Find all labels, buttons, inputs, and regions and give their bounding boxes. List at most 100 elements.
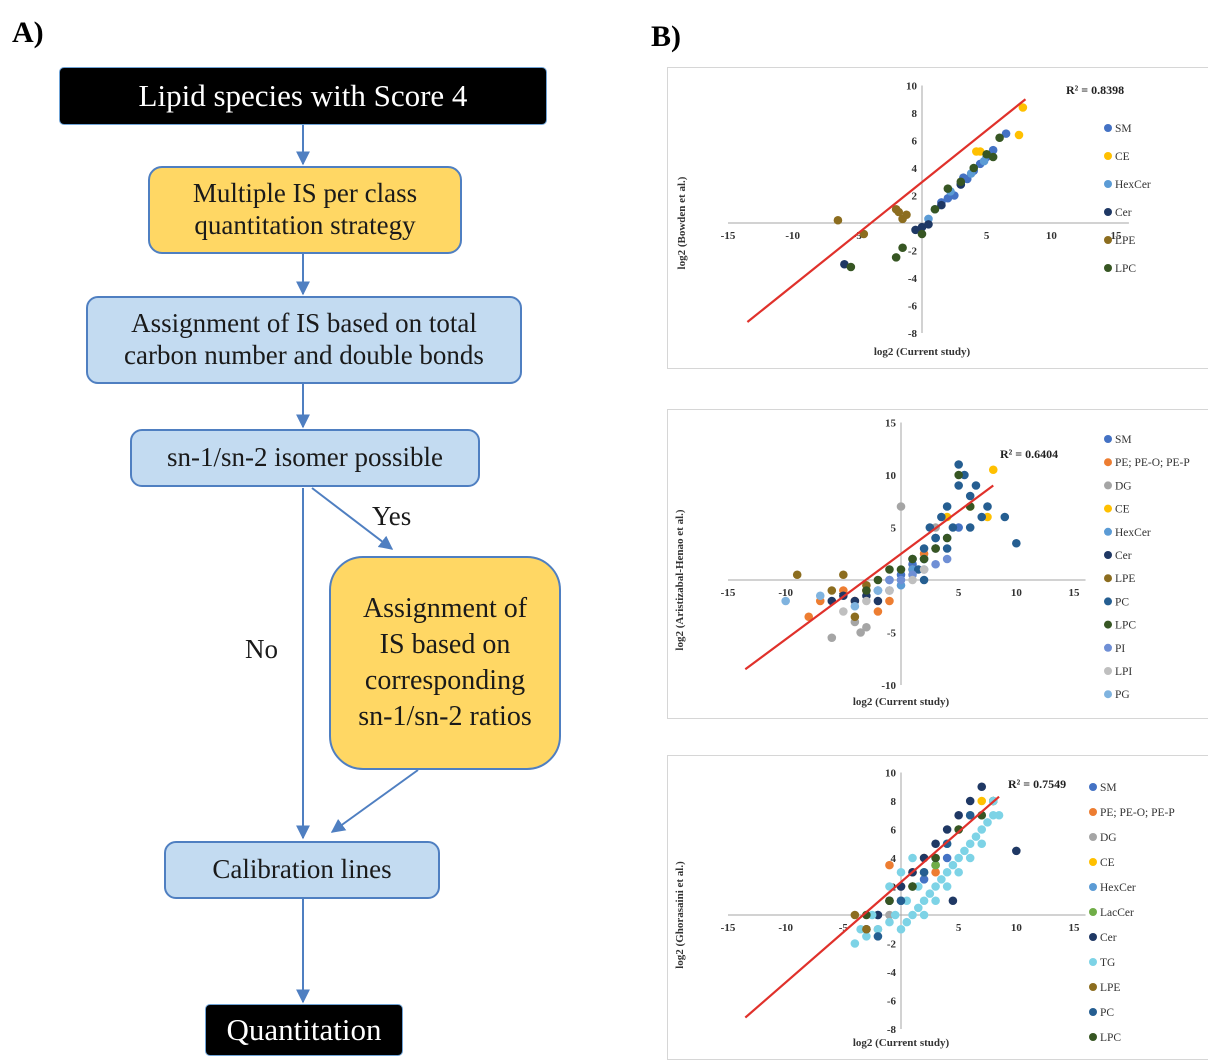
ghorasaini-legend-marker [1089,858,1097,866]
chart-bowden: -15 -10 -5 5 10 15 -8 -6 -4 -2 2 4 6 8 10 log2 (Current… [667,67,1208,369]
bowden-point [917,222,927,232]
ghorasaini-xtick-label: -10 [778,922,793,934]
bowden-point [956,177,966,187]
ghorasaini-point [931,882,940,891]
ghorasaini-r2-label: R² = 0.7549 [1008,777,1066,791]
aristizabal-ytick-label: -5 [887,628,897,640]
bowden-ytick-label: -6 [908,301,918,313]
bowden-trendline [746,98,1027,323]
ghorasaini-point [919,896,929,906]
aristizabal-point [873,596,883,606]
aristizabal-point [931,544,940,553]
aristizabal-point [1012,538,1021,548]
aristizabal-legend-marker [1104,458,1112,467]
ghorasaini-point [885,882,894,891]
ghorasaini-point [971,832,981,841]
ghorasaini-point [937,875,946,884]
aristizabal-point [942,502,952,511]
aristizabal-legend-marker [1104,435,1112,443]
no-label: No [245,634,278,664]
aristizabal-point [965,491,975,501]
ghorasaini-xtick-label: 10 [1011,922,1023,934]
bowden-point [943,184,953,193]
aristizabal-point [954,470,963,480]
ghorasaini-ytick-label: 6 [891,825,897,837]
ghorasaini-legend-label: LacCer [1100,907,1134,919]
ghorasaini-point [925,889,935,898]
aristizabal-legend-marker [1104,690,1112,699]
bowden-ylabel: log2 (Bowden et al.) [676,176,688,269]
bowden-xtick-label: 5 [984,230,990,242]
bowden-legend-label: LPC [1115,263,1136,275]
bowden-point [902,210,911,220]
aristizabal-legend-label: PG [1115,689,1130,701]
ghorasaini-point [931,839,940,849]
ghorasaini-ytick-label: 4 [891,853,897,865]
ghorasaini-legend-label: LPE [1100,982,1120,994]
ghorasaini-point [902,917,912,927]
aristizabal-point [954,481,963,490]
bowden-point [911,225,920,235]
ghorasaini-xtick-label: 15 [1069,922,1081,934]
ghorasaini-point [965,810,975,820]
ghorasaini-point [931,867,940,877]
ghorasaini-point [931,853,940,863]
aristizabal-point [965,523,975,532]
aristizabal-legend-label: LPE [1115,573,1135,585]
aristizabal-point [954,460,963,469]
ghorasaini-point [960,846,969,856]
aristizabal-legend-marker [1104,597,1112,606]
bowden-ytick-label: -2 [908,246,918,258]
aristizabal-legend-label: PC [1115,596,1129,608]
ghorasaini-point [919,875,929,884]
ghorasaini-legend-marker [1089,908,1097,916]
aristizabal-point [885,596,894,606]
ghorasaini-legend-marker [1089,1033,1097,1041]
aristizabal-point [850,612,860,622]
ghorasaini-point [896,867,906,877]
panel-a-label: A) [12,16,44,49]
ghorasaini-point [942,839,952,849]
aristizabal-point [937,512,946,522]
ghorasaini-point [919,867,929,877]
bowden-legend-marker [1104,152,1112,160]
aristizabal-point [856,628,865,637]
aristizabal-point [919,544,929,553]
ghorasaini-point [896,896,906,906]
bowden-ytick-label: 10 [906,81,918,93]
bowden-xtick-label: -15 [721,230,736,242]
bowden-ytick-label: -4 [908,273,918,285]
flowchart-arrows [296,124,419,1004]
aristizabal-legend-marker [1104,574,1112,583]
aristizabal-legend-label: SM [1115,434,1132,446]
bowden-xlabel: log2 (Current study) [874,346,971,358]
ghorasaini-legend-label: PE; PE-O; PE-P [1100,807,1175,819]
bowden-legend-label: HexCer [1115,179,1151,191]
ghorasaini-legend-marker [1089,833,1097,841]
ghorasaini-point [896,924,906,934]
ghorasaini-point [908,853,917,863]
aristizabal-xlabel: log2 (Current study) [853,696,950,708]
bowden-xtick-label: -10 [785,230,800,242]
ghorasaini-legend-marker [1089,1008,1097,1016]
ghorasaini-point [850,939,860,948]
aristizabal-point [942,533,952,543]
aristizabal-point [896,502,906,511]
ghorasaini-legend-label: DG [1100,832,1117,844]
ghorasaini-point [862,932,871,941]
aristizabal-legend-marker [1104,551,1112,559]
aristizabal-point [919,575,929,585]
bowden-ytick-label: 6 [912,136,918,148]
chart-bowden-svg: -15 -10 -5 5 10 15 -8 -6 -4 -2 2 4 6 8 10 log2 (Current… [676,81,1151,359]
aristizabal-ytick-label: 10 [885,470,897,482]
ghorasaini-point [965,839,975,849]
aristizabal-legend-label: Cer [1115,550,1132,562]
ghorasaini-trendline [744,795,1000,1019]
bowden-point [891,253,901,262]
ghorasaini-legend-label: Cer [1100,932,1117,944]
bowden-point [975,147,985,156]
ghorasaini-point [1012,846,1021,856]
aristizabal-point [839,607,848,616]
